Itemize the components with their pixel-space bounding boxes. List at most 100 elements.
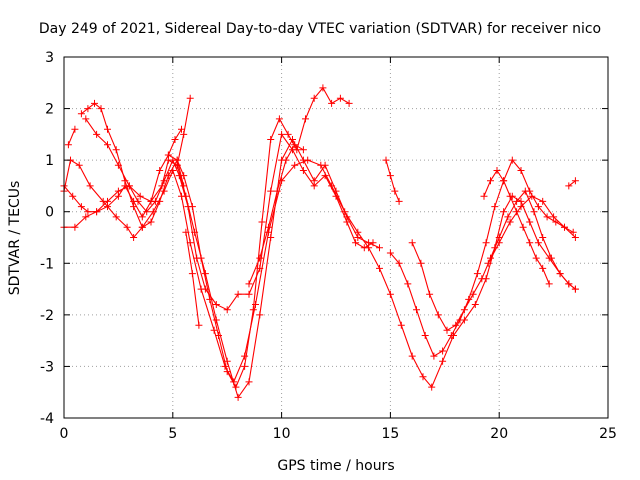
data-point — [215, 332, 222, 339]
data-point — [539, 197, 547, 205]
data-point — [528, 192, 536, 200]
data-point — [180, 130, 188, 138]
data-point — [545, 280, 553, 288]
data-point — [282, 156, 290, 164]
series-8 — [182, 228, 203, 329]
data-point — [136, 192, 144, 200]
data-point — [186, 94, 194, 102]
data-point — [506, 192, 514, 200]
data-point — [321, 161, 329, 169]
data-point — [526, 239, 534, 247]
data-point — [114, 161, 122, 169]
y-tick-label: -1 — [40, 256, 54, 272]
data-point — [212, 301, 220, 308]
data-point — [69, 192, 77, 200]
data-point — [123, 223, 131, 231]
data-point — [97, 105, 105, 113]
data-point — [521, 187, 529, 195]
x-tick-label: 25 — [599, 426, 617, 442]
data-point — [571, 177, 579, 185]
data-point — [460, 306, 468, 314]
data-point — [234, 290, 242, 298]
series-line — [85, 118, 374, 311]
data-point — [112, 146, 120, 154]
data-point — [508, 156, 516, 164]
data-point — [169, 156, 177, 164]
data-point — [201, 285, 209, 293]
data-point — [386, 290, 394, 298]
data-point — [273, 187, 281, 195]
y-axis-label: SDTVAR / TECUs — [7, 181, 23, 296]
data-point — [291, 141, 299, 149]
data-point — [104, 203, 111, 211]
data-point — [413, 306, 420, 314]
series-13 — [382, 156, 403, 205]
data-point — [84, 105, 92, 113]
data-point — [556, 270, 564, 278]
data-point — [397, 321, 405, 329]
data-point — [75, 161, 83, 169]
x-tick-label: 20 — [490, 426, 508, 442]
series-line — [64, 138, 380, 399]
data-point — [452, 321, 460, 329]
data-point — [404, 280, 412, 288]
axis-ticks: 0 5 10 15 20 25 -4 -3 -2 -1 0 1 2 3 — [40, 50, 617, 442]
data-point — [319, 84, 327, 92]
data-point — [143, 208, 151, 216]
grid — [64, 57, 608, 418]
data-point — [395, 197, 403, 205]
series-line — [411, 190, 576, 332]
data-point — [478, 275, 486, 283]
series-line — [389, 159, 574, 357]
data-point — [386, 172, 394, 180]
data-point — [345, 99, 353, 107]
data-point — [443, 326, 451, 334]
data-point — [212, 316, 220, 324]
data-point — [64, 141, 72, 149]
series-line — [81, 86, 350, 389]
data-point — [408, 239, 416, 247]
data-point — [241, 352, 249, 360]
data-point — [506, 218, 514, 226]
data-point — [539, 234, 547, 241]
series-15 — [484, 192, 579, 267]
data-point — [234, 393, 242, 401]
data-point — [519, 223, 527, 231]
y-tick-label: -4 — [40, 411, 54, 427]
data-point — [291, 161, 299, 169]
data-point — [382, 156, 390, 164]
x-axis-label: GPS time / hours — [277, 458, 394, 474]
series-9 — [173, 94, 194, 169]
data-point — [232, 383, 240, 391]
data-point — [210, 326, 218, 334]
data-point — [275, 115, 283, 123]
x-tick-label: 5 — [168, 426, 177, 442]
data-point — [84, 208, 92, 216]
x-tick-label: 10 — [273, 426, 291, 442]
data-point — [480, 192, 488, 200]
data-point — [245, 378, 253, 386]
data-point — [386, 249, 394, 257]
data-point — [471, 301, 479, 308]
data-point — [447, 332, 455, 339]
data-point — [125, 182, 133, 190]
data-point — [223, 306, 231, 314]
data-point — [104, 141, 111, 149]
chart-title: Day 249 of 2021, Sidereal Day-to-day VTE… — [39, 21, 601, 37]
data-point — [434, 311, 442, 319]
series-line — [568, 180, 576, 187]
data-point — [91, 99, 98, 107]
data-point — [164, 151, 172, 159]
data-point — [77, 110, 85, 118]
data-point — [543, 213, 551, 221]
series-line — [67, 128, 76, 145]
data-point — [299, 146, 307, 154]
data-point — [82, 213, 90, 221]
data-point — [534, 203, 542, 211]
data-point — [439, 357, 447, 365]
x-tick-label: 0 — [60, 426, 69, 442]
data-point — [302, 115, 309, 123]
data-point — [284, 130, 292, 138]
data-point — [547, 254, 555, 262]
data-point — [419, 373, 427, 381]
